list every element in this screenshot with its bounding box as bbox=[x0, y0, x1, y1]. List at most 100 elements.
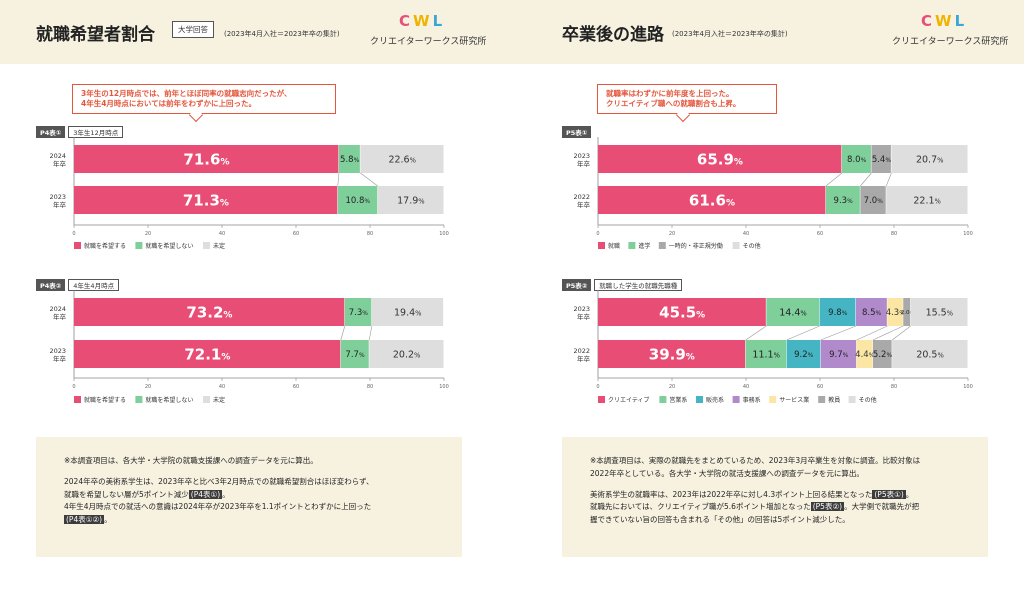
chart-label: P5表① bbox=[562, 126, 592, 138]
bar-segment bbox=[598, 145, 842, 173]
data-label: 5.2% bbox=[873, 350, 893, 360]
x-tick-label: 100 bbox=[963, 231, 973, 237]
x-tick-label: 80 bbox=[367, 231, 373, 237]
logo-letter: W bbox=[413, 12, 431, 30]
x-tick-label: 100 bbox=[963, 384, 973, 390]
x-tick-label: 0 bbox=[596, 384, 599, 390]
legend-swatch bbox=[598, 396, 605, 403]
logo-letter: L bbox=[954, 12, 966, 30]
footer-text: 2022年卒としている。各大学・大学院の就活支援課への調査データを元に算出。 bbox=[590, 468, 864, 478]
footer-text: 握できていない旨の回答も含まれる「その他」の回答は5ポイント減少した。 bbox=[590, 515, 850, 524]
legend-label: 就職を希望しない bbox=[145, 396, 193, 404]
legend-label: クリエイティブ bbox=[608, 396, 650, 404]
logo-text: クリエイターワークス研究所 bbox=[892, 37, 1009, 47]
data-label: 7.3% bbox=[349, 308, 369, 318]
data-label: 4.4% bbox=[855, 350, 875, 360]
bar-segment bbox=[598, 340, 746, 368]
bar-segment bbox=[892, 340, 968, 368]
x-tick-label: 40 bbox=[219, 231, 225, 237]
connector-line bbox=[891, 325, 911, 341]
legend-label: 販売系 bbox=[706, 396, 724, 404]
bar-segment bbox=[371, 298, 444, 326]
legend-label: 未定 bbox=[213, 396, 225, 404]
category-label: 2022 bbox=[573, 347, 590, 355]
data-label: 14.4% bbox=[779, 307, 806, 318]
x-tick-label: 80 bbox=[891, 384, 897, 390]
category-label: 2024 bbox=[49, 305, 66, 313]
left-callout: 3年生の12月時点では、前年とほぼ同率の就職志向だったが、 4年生4月時点におい… bbox=[72, 84, 336, 123]
right-title: 卒業後の進路 bbox=[562, 25, 664, 45]
legend-swatch bbox=[203, 396, 210, 403]
legend-swatch bbox=[818, 396, 826, 403]
callout-line: 3年生の12月時点では、前年とほぼ同率の就職志向だったが、 bbox=[81, 89, 292, 98]
legend-label: 教員 bbox=[828, 396, 840, 404]
bar-segment bbox=[377, 186, 444, 214]
footer-text: 2024年卒の美術系学生は、2023年卒と比べ3年2月時点での就職希望割合はほぼ… bbox=[64, 476, 374, 486]
bar-segment bbox=[856, 340, 873, 368]
logo-text: クリエイターワークス研究所 bbox=[370, 37, 487, 47]
data-label: 39.9% bbox=[649, 345, 695, 363]
bar-segment bbox=[887, 298, 903, 326]
data-label: 15.5% bbox=[926, 307, 953, 318]
bar-segment bbox=[891, 145, 968, 173]
legend-label: 就職を希望する bbox=[84, 242, 126, 250]
bar-segment bbox=[766, 298, 820, 326]
legend-swatch bbox=[659, 396, 667, 403]
data-label: 65.9% bbox=[697, 150, 743, 168]
connector-line bbox=[340, 325, 346, 341]
bar-segment bbox=[841, 145, 871, 173]
data-label: 8.5% bbox=[862, 308, 882, 318]
legend-swatch bbox=[598, 242, 605, 249]
bar-segment bbox=[74, 340, 341, 368]
chart-label: P5表② 就職した学生の就職先職種 bbox=[562, 279, 683, 291]
legend-swatch bbox=[769, 396, 777, 403]
data-label: 19.4% bbox=[394, 307, 421, 318]
legend-label: 就職 bbox=[608, 242, 620, 250]
connector-line bbox=[885, 172, 892, 187]
legend-label: 就職を希望しない bbox=[145, 242, 193, 250]
logo-letter: C bbox=[921, 12, 934, 30]
legend-swatch bbox=[135, 396, 143, 403]
callout-line: 4年生4月時点においては前年をわずかに上回った。 bbox=[81, 99, 257, 109]
right-callout: 就職率はわずかに前年度を上回った。 クリエイティブ職への就職割合も上昇。 bbox=[597, 84, 777, 123]
data-label: 20.2% bbox=[393, 349, 420, 360]
bar-segment bbox=[886, 186, 968, 214]
legend-swatch bbox=[628, 242, 636, 249]
data-label: 9.8% bbox=[828, 308, 848, 318]
left-footer: ※本調査項目は、各大学・大学院の就職支援課への調査データを元に算出。 2024年… bbox=[36, 437, 462, 557]
category-label: 2023 bbox=[49, 193, 66, 201]
chart-id: P5表① bbox=[562, 126, 592, 138]
data-label: 45.5% bbox=[659, 303, 705, 321]
category-label: 2023 bbox=[573, 152, 590, 160]
x-tick-label: 100 bbox=[439, 231, 449, 237]
bar-segment bbox=[340, 340, 369, 368]
bar-segment bbox=[598, 186, 826, 214]
category-label: 年卒 bbox=[53, 312, 67, 321]
category-label: 年卒 bbox=[577, 312, 591, 321]
x-tick-label: 60 bbox=[817, 384, 823, 390]
legend-swatch bbox=[848, 396, 856, 403]
bar-segment bbox=[819, 298, 856, 326]
footer-text: 就職先においては、クリエイティブ職が5.6ポイント増加となった bbox=[590, 502, 811, 512]
chart-id: P5表② bbox=[562, 279, 592, 291]
bar-segment bbox=[860, 186, 886, 214]
x-tick-label: 40 bbox=[743, 231, 749, 237]
x-tick-label: 100 bbox=[439, 384, 449, 390]
legend-swatch bbox=[732, 396, 740, 403]
bar-segment bbox=[820, 340, 857, 368]
data-label: 61.6% bbox=[689, 191, 735, 209]
chart-label: P4表① 3年生12月時点 bbox=[36, 126, 124, 138]
bar-segment bbox=[855, 298, 887, 326]
connector-line bbox=[360, 172, 378, 187]
data-label: 73.2% bbox=[186, 303, 232, 321]
chart-id: P4表② bbox=[36, 279, 66, 291]
footer-ref: (P5表②) bbox=[810, 502, 845, 512]
legend-swatch bbox=[658, 242, 666, 249]
callout-line: クリエイティブ職への就職割合も上昇。 bbox=[606, 99, 741, 109]
category-label: 2022 bbox=[573, 193, 590, 201]
legend-swatch bbox=[203, 242, 210, 249]
